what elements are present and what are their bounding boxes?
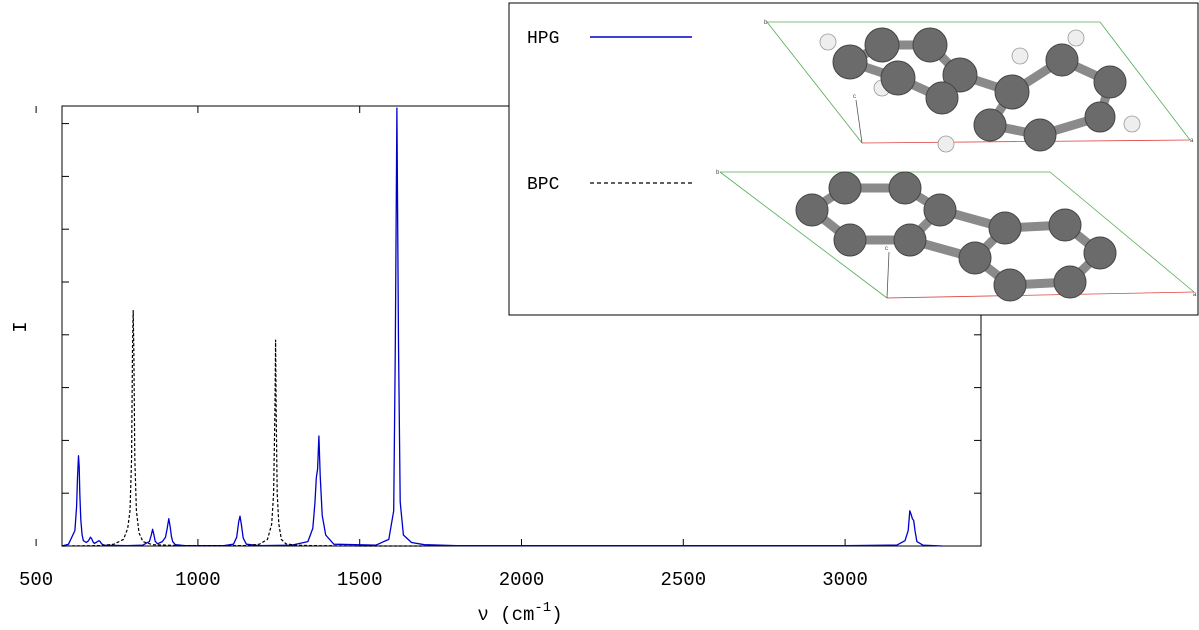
hpg-cell-edge-c xyxy=(855,99,863,144)
bpc-carbon-atom xyxy=(795,193,829,227)
x-axis-label-main: ν (cm xyxy=(477,604,534,626)
bpc-cell-label-c: c xyxy=(885,246,888,252)
x-tick-label: 500 xyxy=(19,569,53,591)
hpg-cell-edge-right xyxy=(1099,21,1191,141)
legend-label-bpc: BPC xyxy=(527,175,560,195)
hpg-hydrogen-atom xyxy=(1067,29,1085,47)
series-line-bpc xyxy=(61,310,425,547)
hpg-carbon-atom xyxy=(1045,43,1079,77)
x-axis-label-superscript: -1 xyxy=(534,600,551,616)
hpg-carbon-atom xyxy=(880,60,916,96)
x-tick-label: 1000 xyxy=(175,569,221,591)
hpg-carbon-atom xyxy=(973,108,1007,142)
bpc-carbon-atoms xyxy=(795,171,1117,302)
bpc-carbon-atom xyxy=(893,223,927,257)
bpc-cell-edge-c xyxy=(886,251,890,299)
x-tick-label: 2500 xyxy=(660,569,706,591)
x-tick-label: 3000 xyxy=(822,569,868,591)
bpc-molecule-image: b c a xyxy=(716,170,1197,302)
legend-label-hpg: HPG xyxy=(527,29,559,49)
hpg-hydrogen-atom xyxy=(937,135,955,153)
hpg-carbon-atom xyxy=(1093,65,1127,99)
bpc-carbon-atom xyxy=(828,171,862,205)
bpc-carbon-atom xyxy=(888,171,922,205)
bpc-carbon-atom xyxy=(1053,265,1087,299)
bpc-carbon-atom xyxy=(833,223,867,257)
hpg-molecule-image: b c a xyxy=(764,20,1194,153)
bpc-carbon-atom xyxy=(1048,208,1082,242)
hpg-carbon-atom xyxy=(942,57,978,93)
series-line-hpg xyxy=(61,107,943,547)
hpg-carbon-atom xyxy=(832,44,868,80)
bpc-carbon-atom xyxy=(993,268,1027,302)
hpg-hydrogen-atom xyxy=(819,33,837,51)
plot-area: 500 1000 1500 2000 2500 3000 xyxy=(19,105,982,591)
x-tick-label: 2000 xyxy=(499,569,545,591)
hpg-carbon-atom xyxy=(925,81,959,115)
x-axis-label: ν (cm-1) xyxy=(477,600,562,626)
hpg-hydrogen-atom xyxy=(1011,47,1029,65)
bpc-carbon-atom xyxy=(988,211,1022,245)
bpc-cell-edge-bottom xyxy=(886,291,1195,299)
bpc-cell-label-a: a xyxy=(1193,292,1197,298)
bpc-cell-label-b: b xyxy=(716,170,720,176)
bpc-cell-edge-left xyxy=(719,171,888,299)
x-tick-label: 1500 xyxy=(337,569,383,591)
bpc-carbon-atom xyxy=(923,193,957,227)
y-axis-label: I xyxy=(10,321,32,332)
hpg-cell-label-b: b xyxy=(764,20,768,26)
bpc-carbon-atom xyxy=(1083,236,1117,270)
hpg-carbon-atom xyxy=(912,27,948,63)
hpg-carbon-atom xyxy=(994,74,1030,110)
hpg-carbon-atom xyxy=(1084,101,1116,133)
hpg-hydrogen-atom xyxy=(1123,115,1141,133)
hpg-cell-label-c: c xyxy=(853,94,856,100)
bpc-cell-edge-right xyxy=(1049,171,1195,293)
hpg-carbon-atom xyxy=(864,27,900,63)
hpg-carbon-atoms xyxy=(832,27,1127,152)
bpc-carbon-atom xyxy=(958,241,992,275)
inset-panel: HPG BPC b c a xyxy=(508,2,1199,316)
x-axis-label-close: ) xyxy=(551,604,562,626)
hpg-cell-edge-left xyxy=(766,21,863,144)
hpg-carbon-atom xyxy=(1023,118,1057,152)
hpg-cell-label-a: a xyxy=(1190,138,1194,144)
